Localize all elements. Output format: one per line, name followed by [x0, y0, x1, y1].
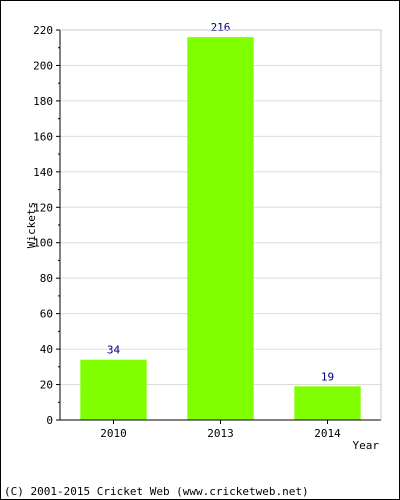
- y-tick-label-40: 40: [40, 343, 53, 356]
- y-tick-label-160: 160: [33, 130, 53, 143]
- y-tick-label-80: 80: [40, 272, 53, 285]
- y-tick-label-20: 20: [40, 379, 53, 392]
- y-tick-label-0: 0: [46, 414, 53, 427]
- data-labels: 34 216 19: [107, 21, 334, 383]
- x-tick-label-2013: 2013: [207, 427, 234, 440]
- y-tick-label-200: 200: [33, 59, 53, 72]
- data-label-2013: 216: [211, 21, 231, 34]
- y-tick-label-120: 120: [33, 201, 53, 214]
- y-tick-label-180: 180: [33, 95, 53, 108]
- copyright-footer: (C) 2001-2015 Cricket Web (www.cricketwe…: [4, 485, 309, 498]
- axes: 0 20 40 60 80 100 120 140 160 180 200 220 2010 2013 20…: [33, 24, 382, 440]
- bar-2010: [80, 359, 147, 420]
- x-tick-label-2014: 2014: [314, 427, 341, 440]
- y-axis-label: Wickets: [25, 202, 38, 248]
- bar-2014: [294, 386, 361, 420]
- data-label-2010: 34: [107, 344, 121, 357]
- y-tick-label-220: 220: [33, 24, 53, 37]
- y-tick-label-140: 140: [33, 166, 53, 179]
- bar-2013: [187, 37, 254, 420]
- bars: [80, 37, 361, 420]
- x-tick-label-2010: 2010: [100, 427, 127, 440]
- data-label-2014: 19: [321, 370, 334, 383]
- y-tick-label-60: 60: [40, 308, 53, 321]
- y-tick-label-100: 100: [33, 237, 53, 250]
- x-axis-label: Year: [353, 439, 380, 452]
